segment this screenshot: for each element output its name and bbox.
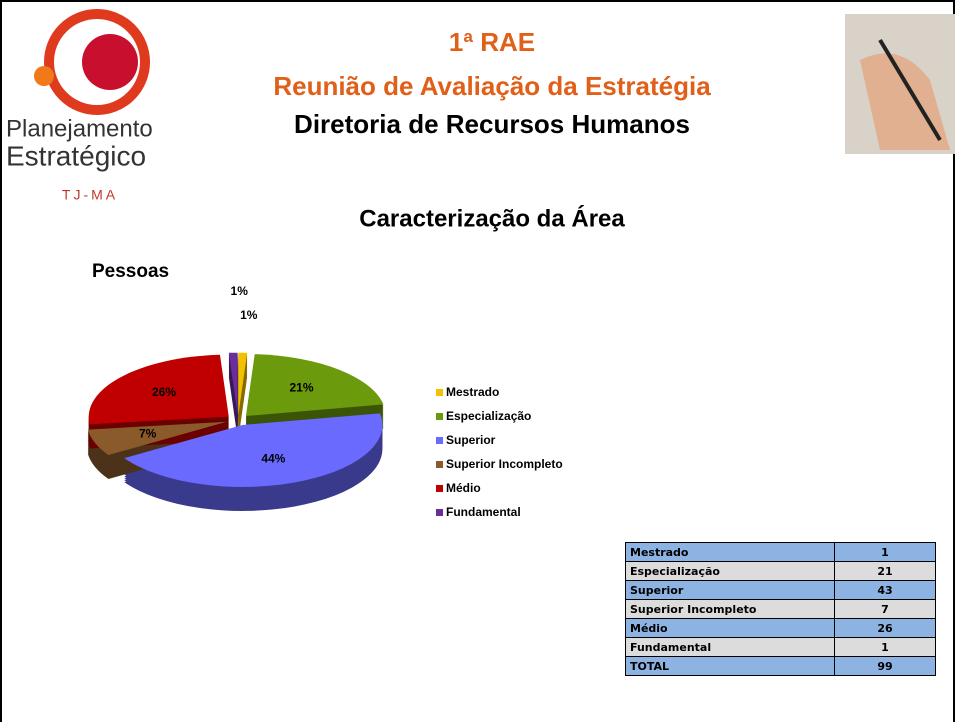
legend-swatch xyxy=(436,413,443,420)
legend-swatch xyxy=(436,485,443,492)
legend-swatch xyxy=(436,389,443,396)
title: Reunião de Avaliação da Estratégia xyxy=(273,71,711,101)
logo-dot xyxy=(34,66,54,86)
subtitle: Diretoria de Recursos Humanos xyxy=(294,109,690,139)
table-cell: Especialização xyxy=(626,562,835,581)
legend-label: Médio xyxy=(446,481,481,495)
logo-text: Planejamento xyxy=(6,115,153,142)
table-cell: 1 xyxy=(835,638,936,657)
data-label: 21% xyxy=(289,380,313,394)
table-cell: 26 xyxy=(835,619,936,638)
table-cell: 7 xyxy=(835,600,936,619)
table-cell: Fundamental xyxy=(626,638,835,657)
section-title: Caracterização da Área xyxy=(359,204,625,232)
legend-label: Mestrado xyxy=(446,385,499,399)
chart-title: Pessoas xyxy=(92,261,169,282)
legend-label: Fundamental xyxy=(446,505,521,519)
legend-swatch xyxy=(436,437,443,444)
table-cell: Médio xyxy=(626,619,835,638)
legend-label: Superior Incompleto xyxy=(446,457,563,471)
logo-dot xyxy=(82,34,138,90)
legend-swatch xyxy=(436,461,443,468)
table-cell: TOTAL xyxy=(626,657,835,676)
data-label: 1% xyxy=(240,308,258,322)
data-label: 1% xyxy=(231,284,249,298)
legend-label: Especialização xyxy=(446,409,531,423)
legend-label: Superior xyxy=(446,433,496,447)
table-cell: Mestrado xyxy=(626,543,835,562)
data-label: 44% xyxy=(261,452,285,466)
slide: Planejamento Estratégico TJ-MA 1ª RAE Re… xyxy=(0,0,955,722)
table-cell: 21 xyxy=(835,562,936,581)
logo-text: TJ-MA xyxy=(62,187,118,203)
logo-text: Estratégico xyxy=(6,140,146,171)
table-cell: 43 xyxy=(835,581,936,600)
table-cell: 1 xyxy=(835,543,936,562)
data-label: 26% xyxy=(152,385,176,399)
logo: Planejamento Estratégico TJ-MA xyxy=(6,14,153,203)
table-cell: Superior xyxy=(626,581,835,600)
photo xyxy=(845,14,955,154)
table-cell: 99 xyxy=(835,657,936,676)
table-cell: Superior Incompleto xyxy=(626,600,835,619)
legend-swatch xyxy=(436,509,443,516)
title: 1ª RAE xyxy=(449,27,535,57)
data-label: 7% xyxy=(139,427,157,441)
